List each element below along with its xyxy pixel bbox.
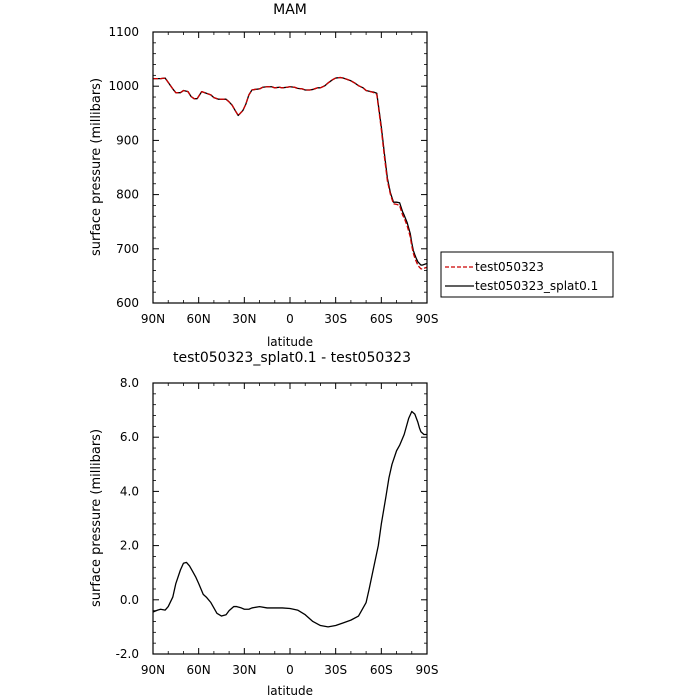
difference-x-tick-label: 60S [370, 663, 393, 677]
pressure-panel: MAM surface pressure (millibars) latitud… [89, 2, 438, 349]
pressure-series-test050323 [153, 76, 428, 270]
pressure-y-tick-label: 1100 [108, 25, 139, 39]
difference-y-axis-label: surface pressure (millibars) [89, 429, 104, 607]
pressure-y-tick-label: 900 [116, 133, 139, 147]
difference-chart-title: test050323_splat0.1 - test050323 [173, 350, 411, 366]
difference-y-tick-label: 0.0 [120, 593, 139, 607]
pressure-y-axis-label: surface pressure (millibars) [89, 78, 104, 256]
pressure-x-tick-label: 30S [324, 312, 347, 326]
difference-x-tick-label: 90S [416, 663, 439, 677]
difference-x-tick-label: 60N [187, 663, 211, 677]
difference-y-tick-label: -2.0 [116, 647, 139, 661]
difference-x-tick-label: 30S [324, 663, 347, 677]
difference-x-tick-label: 90N [141, 663, 165, 677]
pressure-x-tick-label: 30N [232, 312, 256, 326]
difference-x-tick-label: 30N [232, 663, 256, 677]
pressure-y-tick-label: 700 [116, 242, 139, 256]
pressure-x-tick-label: 60S [370, 312, 393, 326]
pressure-x-axis-label: latitude [267, 335, 313, 349]
difference-x-axis-label: latitude [267, 684, 313, 698]
legend-box [440, 251, 614, 298]
difference-y-tick-label: 8.0 [120, 376, 139, 390]
pressure-x-tick-label: 90S [416, 312, 439, 326]
difference-y-tick-label: 6.0 [120, 430, 139, 444]
pressure-plot-frame [152, 31, 428, 304]
difference-axis-ticks: 90N 60N 30N 0 30S 60S 90S -2.0 0.0 2.0 4.0 6.0 8.0 [116, 376, 439, 677]
pressure-x-tick-label: 60N [187, 312, 211, 326]
difference-plot-frame [152, 382, 428, 655]
difference-x-tick-label: 0 [286, 663, 294, 677]
difference-series-lines [152, 410, 427, 628]
pressure-chart-title: MAM [273, 2, 307, 18]
pressure-y-tick-label: 800 [116, 188, 139, 202]
difference-y-tick-label: 4.0 [120, 484, 139, 498]
pressure-y-tick-label: 1000 [108, 79, 139, 93]
difference-y-tick-label: 2.0 [120, 539, 139, 553]
difference-series-test050323-splat0-1 [152, 410, 427, 628]
pressure-y-tick-label: 600 [116, 296, 139, 310]
legend-label-test050323: test050323 [475, 260, 544, 274]
legend-label-test050323-splat: test050323_splat0.1 [475, 279, 598, 293]
pressure-axis-ticks: 90N 60N 30N 0 30S 60S 90S 600 700 800 900 1000 1100 [108, 25, 438, 326]
difference-panel: test050323_splat0.1 - test050323 surface… [89, 350, 438, 698]
legend: test050323 test050323_splat0.1 [440, 251, 614, 298]
pressure-x-tick-label: 90N [141, 312, 165, 326]
pressure-series-lines [153, 76, 428, 270]
pressure-x-tick-label: 0 [286, 312, 294, 326]
